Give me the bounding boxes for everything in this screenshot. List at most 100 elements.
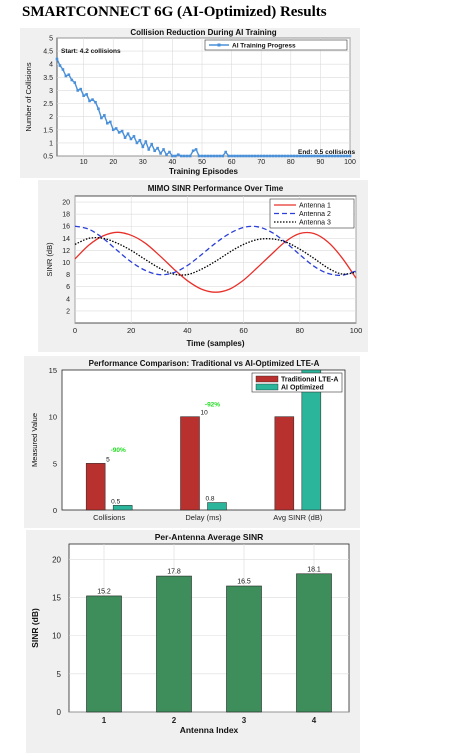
antenna-2-line <box>74 225 357 276</box>
data-point <box>85 93 88 96</box>
data-point <box>227 154 230 158</box>
data-point <box>188 154 192 158</box>
data-point <box>307 154 310 158</box>
data-point <box>97 107 100 111</box>
data-point <box>82 94 85 97</box>
data-point <box>333 154 337 158</box>
data-point <box>310 154 313 158</box>
y-tick-label: 20 <box>62 200 70 207</box>
data-point <box>111 128 115 132</box>
data-point <box>325 154 328 158</box>
collision-chart: 0.5 1 1.5 2 2.5 3 3.5 4 4.5 5 10 20 30 40 50 60 70 80 90 10… <box>20 28 360 178</box>
y-tick-label: 10 <box>62 260 70 267</box>
data-point <box>265 154 269 158</box>
data-point <box>242 154 245 158</box>
data-point <box>248 154 251 158</box>
y-tick-label: 14 <box>62 236 70 243</box>
data-point <box>233 154 236 158</box>
data-point <box>162 148 165 151</box>
x-tick-label: 2 <box>172 716 177 725</box>
data-point <box>327 154 331 158</box>
y-tick-label: 2 <box>66 308 70 315</box>
traditional-bar <box>274 416 295 511</box>
end-annotation: End: 0.5 collisions <box>298 149 355 156</box>
data-point <box>339 154 343 158</box>
data-point <box>236 154 239 158</box>
x-tick-label: 40 <box>169 159 177 166</box>
legend-label: Antenna 1 <box>299 203 331 210</box>
data-point <box>108 120 112 124</box>
x-tick-label: 20 <box>109 159 117 166</box>
data-point <box>147 148 151 151</box>
data-point <box>295 154 299 158</box>
x-tick-label: 100 <box>350 326 363 335</box>
antenna-bar <box>86 595 122 713</box>
data-point <box>117 131 121 134</box>
x-axis-label: Antenna Index <box>180 725 239 735</box>
y-tick-label: 12 <box>62 248 70 255</box>
y-tick-label: 6 <box>66 284 70 291</box>
data-point <box>135 141 139 145</box>
x-tick-label: 90 <box>317 159 325 166</box>
x-tick-label: 0 <box>73 326 77 335</box>
data-point <box>73 81 77 84</box>
antenna-bar <box>226 585 262 713</box>
y-tick-label: 2.5 <box>43 101 53 108</box>
data-point <box>212 154 216 158</box>
x-tick-label: 4 <box>312 716 317 725</box>
data-point <box>342 154 346 158</box>
x-tick-label: 100 <box>344 159 356 166</box>
x-tick-label: 50 <box>198 159 206 166</box>
data-point <box>106 121 109 125</box>
y-tick-label: 3 <box>49 88 53 95</box>
x-axis-label: Training Episodes <box>169 167 238 176</box>
data-point <box>168 150 171 154</box>
data-point <box>126 132 130 136</box>
data-point <box>283 154 287 158</box>
data-point <box>180 154 183 158</box>
legend-label: Antenna 3 <box>299 220 331 227</box>
data-point <box>230 154 233 158</box>
legend-label: Antenna 2 <box>299 211 331 218</box>
legend-label: AI Training Progress <box>232 43 296 50</box>
x-tick-label: 3 <box>242 716 247 725</box>
y-tick-label: 1 <box>49 140 53 147</box>
data-point <box>197 154 201 158</box>
legend-label: AI Optimized <box>281 385 324 392</box>
page-title: SMARTCONNECT 6G (AI-Optimized) Results <box>22 4 327 20</box>
y-tick-label: 5 <box>49 36 53 43</box>
data-point <box>301 154 304 158</box>
ai-optimized-bar <box>301 369 322 511</box>
data-point <box>280 154 284 158</box>
data-point <box>245 154 248 158</box>
x-tick-label: 30 <box>139 159 147 166</box>
data-point <box>313 154 316 158</box>
bar-value-label: 0.8 <box>206 496 215 503</box>
y-tick-label: 8 <box>66 272 70 279</box>
start-annotation: Start: 4.2 collisions <box>61 48 121 55</box>
x-tick-label: 60 <box>228 159 236 166</box>
data-point <box>200 154 204 158</box>
data-point <box>141 145 145 149</box>
data-point <box>123 136 127 139</box>
data-point <box>268 154 272 158</box>
antenna-1-line <box>74 231 357 293</box>
data-point <box>218 154 222 158</box>
plot-area <box>56 37 351 157</box>
bar-value-label: 10 <box>201 410 209 417</box>
data-point <box>67 73 71 77</box>
data-point <box>156 146 159 150</box>
y-tick-label: 18 <box>62 212 70 219</box>
data-point <box>259 154 263 158</box>
ai-optimized-bar <box>207 502 227 511</box>
data-point <box>100 116 103 120</box>
data-point <box>336 154 340 158</box>
data-point <box>194 148 198 151</box>
legend-label: Traditional LTE-A <box>281 377 338 384</box>
y-axis-label: Measured Value <box>30 413 39 467</box>
y-tick-label: 3.5 <box>43 75 53 82</box>
ai-optimized-bar <box>112 505 133 511</box>
x-tick-label: 80 <box>287 159 295 166</box>
data-point <box>94 100 97 104</box>
data-point <box>64 74 68 78</box>
